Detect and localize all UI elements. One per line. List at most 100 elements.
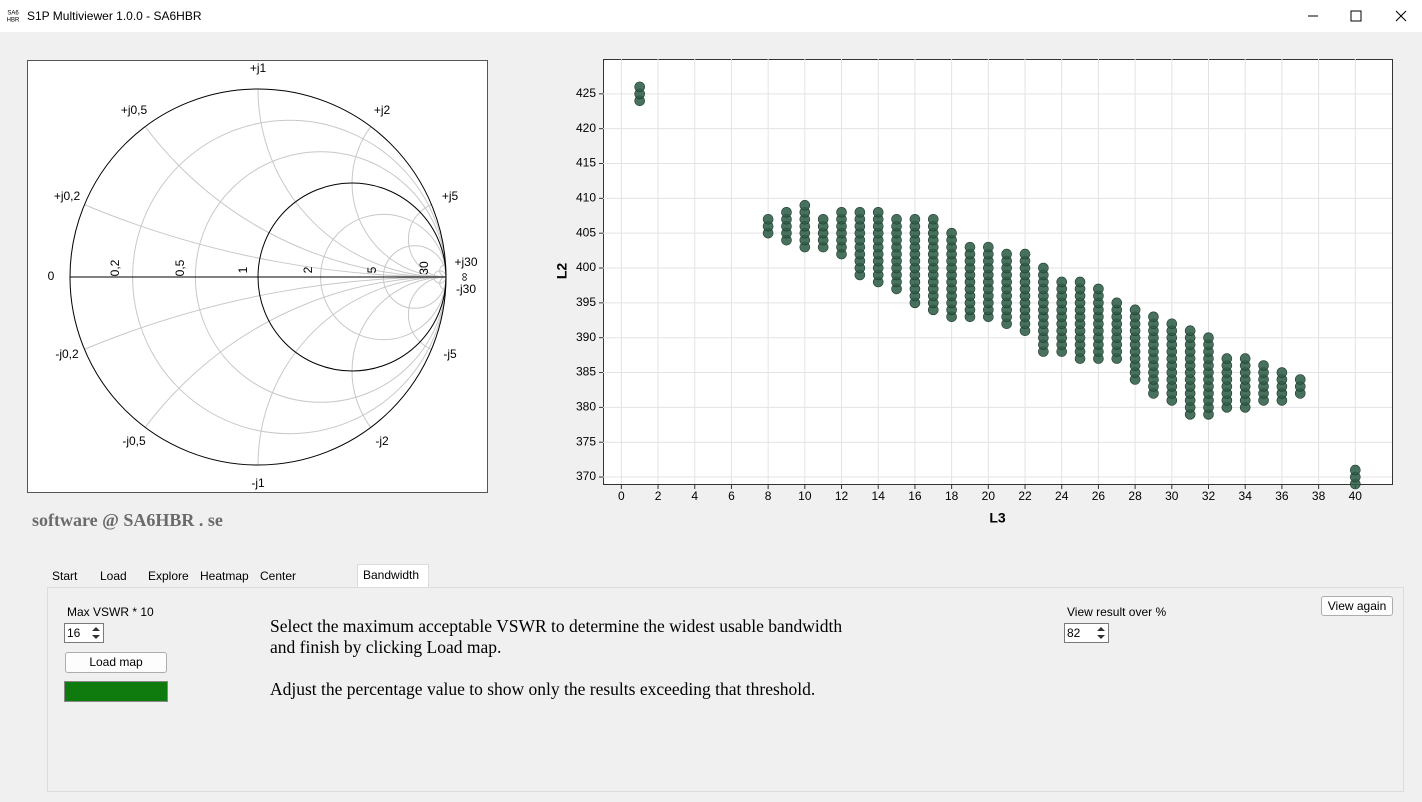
vswr-spinbox[interactable]: 16 [64,623,104,643]
point [1276,367,1288,378]
point [927,213,939,225]
x-tick-label: 14 [872,489,886,503]
tab[interactable]: Load [100,569,127,583]
tab[interactable]: Center frequency [260,569,313,604]
x-tick-label: 0 [618,489,625,503]
charts: +j1+j0,5 +j2+j0,2 +j50 0,2 0,5 1 2 5 30∞+j30-j30… [27,59,1393,526]
vswr-value: 16 [67,626,81,640]
smith-label: 5 [365,266,379,273]
smith-label: -j2 [375,434,389,448]
point [872,206,884,218]
smith-label: 30 [417,261,431,275]
smith-label: ∞ [457,273,471,282]
point [799,200,811,211]
point [1294,374,1306,385]
view-spinbox[interactable]: 82 [1064,623,1109,643]
point [891,213,902,225]
x-tick-label: 30 [1165,489,1179,503]
view-again-button[interactable]: View again [1321,596,1393,616]
y-tick-label: 385 [576,365,596,379]
close[interactable] [1395,10,1407,22]
smith-chart: +j1 +j0,5 +j2 +j0,2 +j5 0 0,2 0,5 1 2 5 30 ∞ +j30 -j30… [27,60,488,493]
load-map-button[interactable]: Load map [65,652,167,673]
smith-label: 0 [48,269,55,283]
y-tick-label: 390 [576,330,596,344]
x-tick-label: 10 [798,489,812,503]
point [1129,304,1141,316]
point [1019,248,1031,260]
tab[interactable]: Bandwidth [357,564,429,588]
x-tick-label: 22 [1018,489,1032,503]
smith-label: -j5 [443,347,457,361]
point [817,213,829,225]
y-tick-label: 380 [576,400,596,414]
x-tick-label: 2 [655,489,662,503]
y-tick-label: 410 [576,191,596,205]
smith-label: +j30 [454,255,477,269]
x-tick-label: 34 [1239,489,1253,503]
point [781,206,792,218]
tab-panel [47,587,1404,792]
point [909,213,921,225]
point [964,241,976,253]
y-tick-label: 400 [576,260,596,274]
smith-label: +j1 [250,61,267,75]
point [1001,248,1012,260]
smith-label: 0,5 [173,259,187,276]
x-tick-label: 24 [1055,489,1069,503]
smith-label: -j0,5 [122,434,146,448]
y-tick-label: 370 [576,469,596,483]
spin-arrows[interactable] [1093,624,1109,642]
x-tick-label: 6 [728,489,735,503]
x-tick-label: 32 [1202,489,1216,503]
window-controls[interactable] [1290,0,1422,32]
y-tick-label: 405 [576,225,596,239]
point [1350,464,1361,476]
smith-label: -j0,2 [55,347,79,361]
y-axis-label: L2 [554,263,570,280]
smith-label: -j30 [456,282,476,296]
view-label: View result over % [1067,605,1167,619]
app-icon: SA6HBR [5,7,21,25]
progress-bar [64,681,168,702]
title-bar: SA6 HBR S1P Multiviewer 1.0.0 - SA6HBR [0,0,1422,32]
svg-text:HBR: HBR [7,18,20,24]
point [762,213,774,225]
point [1148,311,1159,323]
x-tick-label: 4 [691,489,698,503]
point [1074,276,1086,288]
smith-label: +j5 [442,189,459,203]
tab[interactable]: Heatmap [200,569,249,583]
vswr-label: Max VSWR * 10 [67,605,154,619]
smith-label: +j0,2 [54,189,81,203]
smith-label: 2 [301,266,315,273]
smith-label: 0,2 [108,259,122,276]
point [1038,262,1049,274]
plot-frame [603,59,1393,485]
x-tick-label: 26 [1092,489,1106,503]
smith-label: +j2 [374,103,391,117]
spin-arrows[interactable] [88,624,104,642]
point [983,241,994,253]
x-tick-label: 8 [765,489,772,503]
instruction: Adjust the percentage value to show only… [270,679,816,699]
point [1239,353,1251,364]
tab[interactable]: Explore [148,569,189,583]
smith-label: 1 [236,266,250,273]
point [1111,297,1123,309]
y-tick-label: 395 [576,295,596,309]
maximize[interactable] [1350,10,1362,22]
tab[interactable]: Start [52,569,78,583]
instruction: Select the maximum acceptable VSWR to de… [270,616,843,636]
y-tick-label: 425 [576,86,596,100]
x-tick-label: 16 [908,489,922,503]
brand: software @ SA6HBR . se [32,510,223,530]
y-tick-label: 420 [576,121,596,135]
x-tick-label: 18 [945,489,959,503]
x-tick-label: 28 [1128,489,1142,503]
y-tick-label: 375 [576,434,596,448]
svg-text:SA6: SA6 [7,11,19,17]
y-tick-label: 415 [576,156,596,170]
